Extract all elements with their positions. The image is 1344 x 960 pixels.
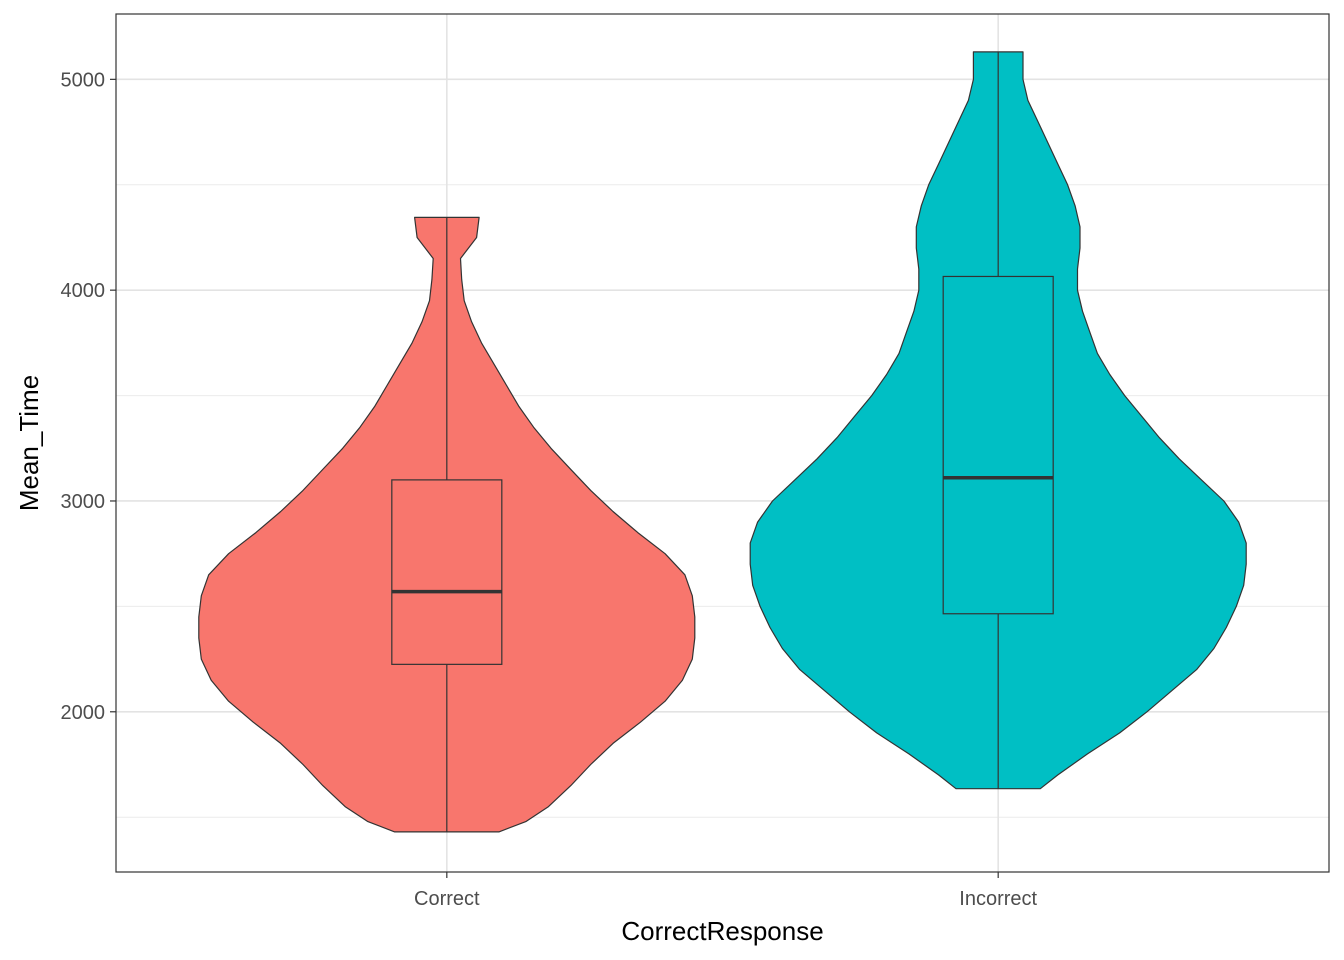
box-incorrect	[942, 275, 1054, 615]
panel-border	[115, 13, 1330, 873]
axes: 2000 3000 4000 5000 Correct Incorrect	[61, 69, 1038, 910]
y-tick-label: 4000	[61, 280, 106, 302]
y-tick-label: 5000	[61, 69, 106, 91]
violins	[198, 51, 1247, 833]
x-axis-title: CorrectResponse	[621, 916, 823, 946]
x-tick-label: Correct	[414, 888, 480, 910]
y-axis-title: Mean_Time	[14, 375, 44, 511]
boxplots	[391, 51, 1054, 832]
y-tick-label: 2000	[61, 702, 106, 724]
y-tick-label: 3000	[61, 491, 106, 513]
x-tick-label: Incorrect	[959, 888, 1037, 910]
box-correct	[391, 479, 503, 665]
